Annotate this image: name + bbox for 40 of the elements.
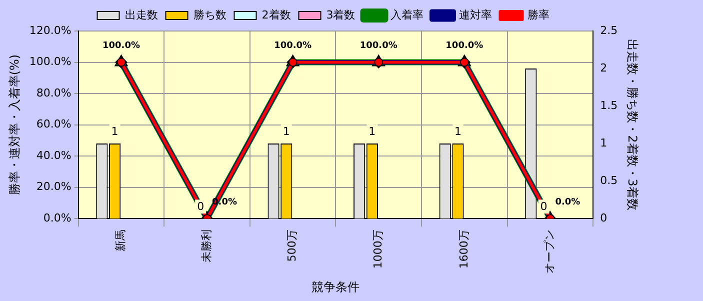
y2-tick-label: 1 (600, 136, 608, 150)
y-axis-title: 勝率・連対率・入着率(%) (7, 54, 22, 196)
legend-label: 入着率 (390, 8, 424, 22)
y-tick-label: 80.0% (36, 86, 72, 100)
legend-label: 勝率 (528, 8, 550, 22)
y-tick-label: 100.0% (29, 55, 72, 68)
legend-label: 3着数 (326, 8, 356, 22)
legend-label: 連対率 (459, 8, 492, 22)
data-label: 0 (540, 200, 548, 213)
y2-tick-label: 2.5 (600, 24, 618, 37)
y-tick-label: 60.0% (36, 118, 72, 131)
data-label: 100.0% (360, 41, 398, 52)
y2-tick-label: 1.5 (600, 98, 618, 112)
y-tick-label: 40.0% (36, 148, 72, 162)
data-label: 1 (111, 124, 118, 138)
x-axis-title: 競争条件 (312, 280, 360, 294)
x-tick-label: 1000万 (371, 230, 384, 269)
y2-tick-label: 0 (600, 211, 608, 224)
x-tick-label: 1600万 (457, 230, 470, 269)
data-label: 1 (368, 124, 376, 138)
x-tick-label: 未勝利 (200, 230, 213, 263)
data-label: 0.0% (555, 197, 580, 208)
x-tick-label: 新馬 (114, 230, 128, 252)
y2-tick-label: 2 (600, 61, 608, 74)
y2-axis-title: 出走数・勝ち数・2着数・3着数 (626, 39, 640, 210)
data-label: 1 (454, 124, 462, 138)
data-label: 100.0% (102, 41, 140, 52)
x-tick-label: 500万 (286, 230, 299, 262)
legend-label: 勝ち数 (193, 8, 226, 22)
y-tick-label: 0.0% (43, 211, 72, 224)
y-tick-label: 120.0% (29, 24, 72, 37)
legend-label: 出走数 (124, 8, 158, 22)
legend-label: 2着数 (262, 8, 291, 22)
data-label: 1 (282, 124, 290, 138)
y-tick-label: 20.0% (36, 180, 72, 194)
x-tick-label: オープン (543, 230, 556, 274)
data-label: 100.0% (274, 41, 312, 52)
data-label: 0 (197, 200, 204, 213)
data-label: 100.0% (446, 41, 484, 52)
y2-tick-label: 0.5 (600, 174, 618, 187)
